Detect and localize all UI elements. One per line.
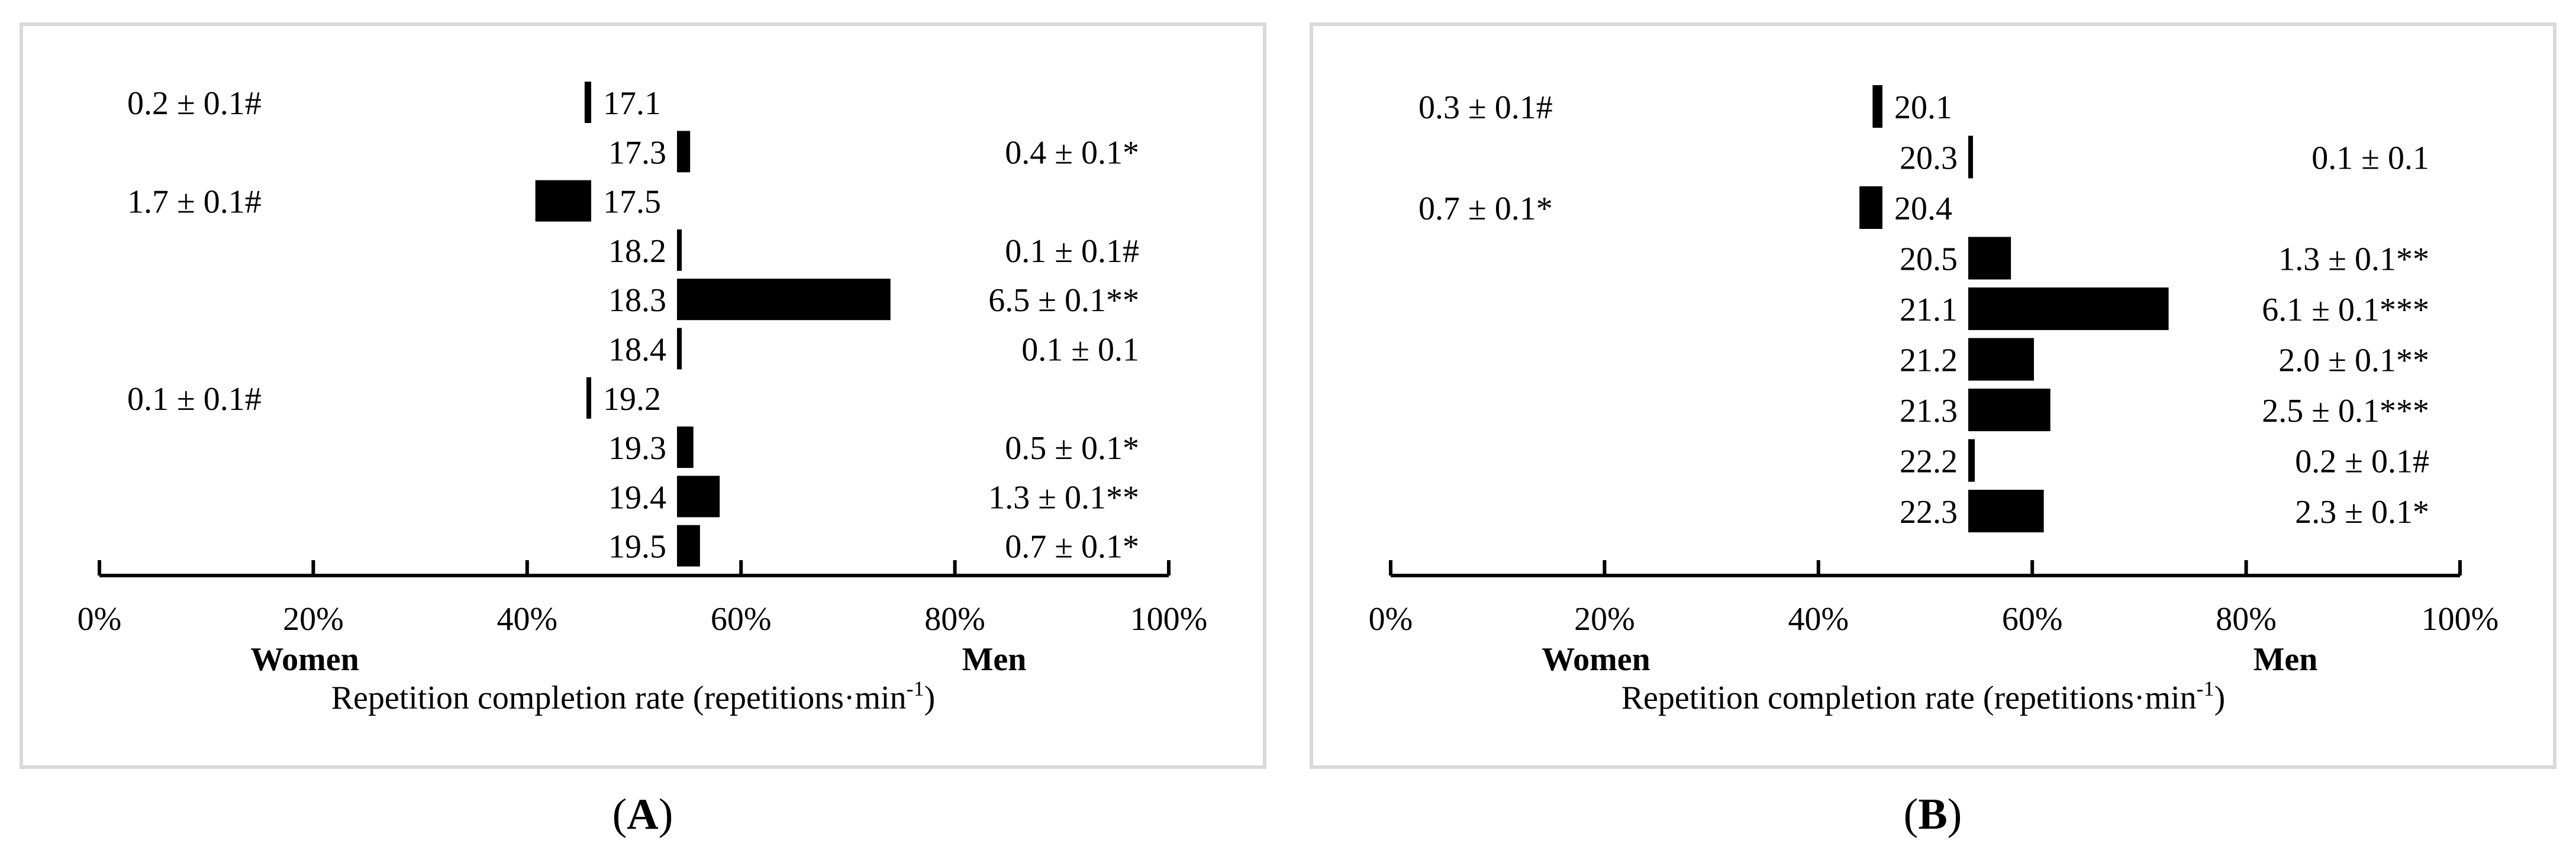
value-label: 0.1 ± 0.1# <box>127 381 262 418</box>
x-tick-label: 100% <box>1130 601 1208 638</box>
value-label: 0.3 ± 0.1# <box>1418 89 1553 126</box>
category-label: 18.4 <box>608 332 666 369</box>
x-tick-label: 100% <box>2422 601 2499 638</box>
bar <box>584 82 591 123</box>
value-label: 1.7 ± 0.1# <box>127 184 262 221</box>
bar <box>535 180 591 222</box>
x-tick-label: 60% <box>2002 601 2063 638</box>
category-label: 17.1 <box>603 85 661 122</box>
bar <box>1968 389 2051 431</box>
value-label: 0.1 ± 0.1 <box>1021 332 1139 369</box>
panel-b-frame <box>1310 22 2556 769</box>
category-label: 20.3 <box>1900 140 1958 177</box>
category-label: 20.1 <box>1894 89 1952 126</box>
chart-a: 0% 20% 40% 60% 80% 100% 17.1 0.2 ± 0.1# 17.3 0.4 … <box>78 82 1208 716</box>
bar <box>677 229 682 271</box>
panel-a-frame <box>20 22 1266 769</box>
bar <box>1872 85 1882 128</box>
panel-a-letter: A <box>627 790 659 839</box>
category-label: 21.1 <box>1900 292 1958 328</box>
panel-b-paren-open: ( <box>1903 790 1919 839</box>
x-axis-title: Repetition completion rate (repetitions·… <box>331 677 936 716</box>
x-tick-label: 80% <box>924 601 985 638</box>
x-tick-label: 40% <box>1788 601 1849 638</box>
value-label: 0.4 ± 0.1* <box>1005 134 1139 171</box>
bar <box>1968 490 2044 532</box>
bar <box>677 476 720 518</box>
category-label: 22.2 <box>1900 444 1958 480</box>
category-label: 21.2 <box>1900 342 1958 379</box>
bar <box>677 525 700 567</box>
value-label: 0.5 ± 0.1* <box>1005 430 1139 467</box>
category-label: 20.5 <box>1900 241 1958 278</box>
men-label: Men <box>962 641 1027 678</box>
panel-a-paren-open: ( <box>612 790 627 839</box>
category-label: 19.2 <box>603 381 661 418</box>
panel-a-paren-close: ) <box>658 790 673 839</box>
value-label: 2.3 ± 0.1* <box>2295 494 2429 531</box>
x-tick-label: 20% <box>283 601 344 638</box>
category-label: 21.3 <box>1900 393 1958 429</box>
value-label: 0.2 ± 0.1# <box>2295 444 2429 480</box>
x-tick-label: 40% <box>496 601 557 638</box>
value-label: 0.7 ± 0.1* <box>1005 529 1139 565</box>
x-tick-label: 20% <box>1574 601 1635 638</box>
value-label: 2.0 ± 0.1** <box>2278 342 2429 379</box>
value-label: 0.7 ± 0.1* <box>1418 190 1553 227</box>
bar <box>586 377 591 419</box>
value-label: 1.3 ± 0.1** <box>2278 241 2429 278</box>
bar <box>1968 439 1975 482</box>
value-label: 0.2 ± 0.1# <box>127 85 262 122</box>
bar <box>1968 135 1973 179</box>
bar <box>677 131 691 173</box>
men-label: Men <box>2253 641 2318 678</box>
bar <box>1859 186 1882 229</box>
category-label: 19.5 <box>608 529 666 565</box>
panel-b-letter: B <box>1918 790 1948 839</box>
chart-b: 0% 20% 40% 60% 80% 100% 20.1 0.3 ± 0.1# 20.3 0.1 … <box>1369 85 2499 716</box>
category-label: 17.3 <box>608 134 666 171</box>
women-label: Women <box>250 641 359 678</box>
value-label: 2.5 ± 0.1*** <box>2262 393 2429 429</box>
bar <box>677 279 891 321</box>
value-label: 1.3 ± 0.1** <box>988 479 1139 516</box>
bar <box>1968 287 2169 330</box>
category-label: 18.3 <box>608 282 666 319</box>
x-tick-label: 0% <box>1369 601 1413 638</box>
category-label: 19.4 <box>608 479 666 516</box>
bar <box>677 426 694 468</box>
category-label: 19.3 <box>608 430 666 467</box>
bar <box>677 328 682 370</box>
category-label: 17.5 <box>603 184 661 221</box>
x-tick-label: 0% <box>78 601 122 638</box>
value-label: 6.5 ± 0.1** <box>988 282 1139 319</box>
x-tick-label: 80% <box>2216 601 2277 638</box>
bar <box>1968 338 2034 381</box>
panel-b-label: (B) <box>1844 790 2022 840</box>
panel-a-label: (A) <box>554 790 731 840</box>
category-label: 20.4 <box>1894 190 1952 227</box>
value-label: 0.1 ± 0.1 <box>2311 140 2429 177</box>
category-label: 22.3 <box>1900 494 1958 531</box>
value-label: 0.1 ± 0.1# <box>1005 233 1139 270</box>
x-axis-title: Repetition completion rate (repetitions·… <box>1621 677 2226 716</box>
panel-b-paren-close: ) <box>1947 790 1962 839</box>
category-label: 18.2 <box>608 233 666 270</box>
women-label: Women <box>1542 641 1650 678</box>
bar <box>1968 237 2011 280</box>
x-tick-label: 60% <box>711 601 772 638</box>
value-label: 6.1 ± 0.1*** <box>2262 292 2429 328</box>
